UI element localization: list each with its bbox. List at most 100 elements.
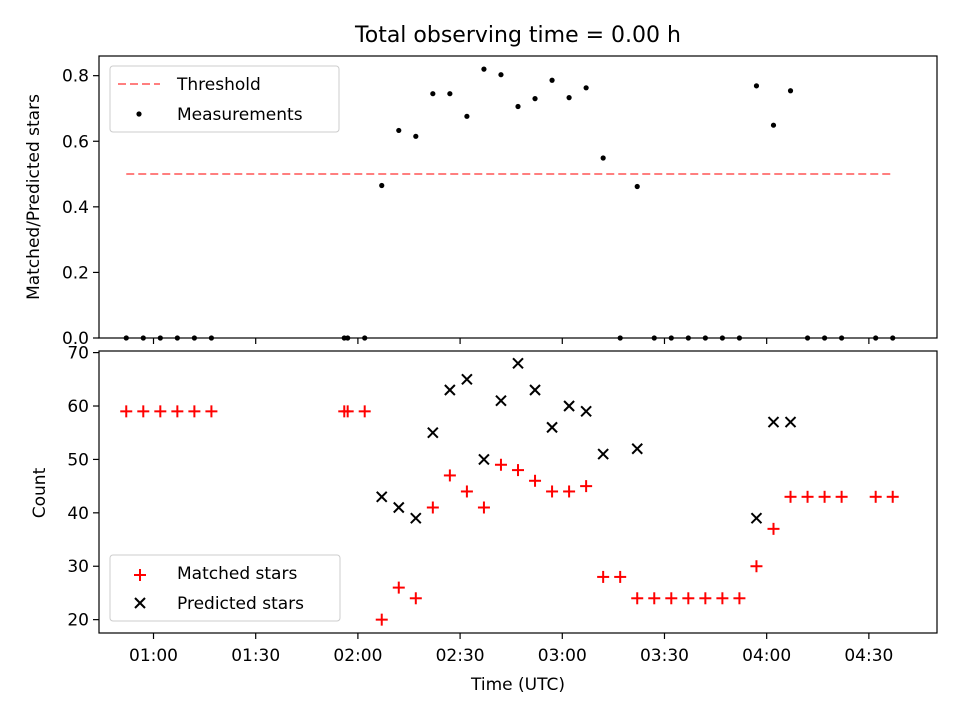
measurement-point	[549, 77, 555, 83]
legend-predicted-swatch	[134, 597, 146, 609]
predicted-stars-marker	[427, 427, 439, 439]
x-tick-label: 03:30	[640, 646, 689, 666]
count-y-tick-label: 50	[67, 450, 89, 470]
matched-stars-marker	[750, 560, 763, 573]
measurement-point	[600, 155, 606, 161]
matched-stars-marker	[699, 592, 712, 605]
matched-stars-marker	[460, 485, 473, 498]
count-plot-frame	[98, 350, 938, 634]
matched-stars-marker	[529, 474, 542, 487]
count-y-tick-label: 70	[67, 344, 89, 364]
matched-stars-marker	[614, 570, 627, 583]
measurement-point	[583, 85, 589, 91]
predicted-stars-marker	[597, 448, 609, 460]
predicted-stars-marker	[512, 357, 524, 369]
count-y-axis-label: Count	[30, 467, 50, 518]
count-y-tick-label: 60	[67, 397, 89, 417]
matched-stars-marker	[580, 480, 593, 493]
matched-stars-marker	[171, 405, 184, 418]
matched-stars-marker	[443, 469, 456, 482]
x-tick-label: 01:30	[231, 646, 280, 666]
count-y-tick-label: 40	[67, 504, 89, 524]
x-tick-label: 04:30	[844, 646, 893, 666]
matched-stars-marker	[818, 490, 831, 503]
measurement-point	[396, 127, 402, 134]
predicted-stars-marker	[444, 384, 456, 396]
matched-stars-marker	[392, 581, 405, 594]
measurement-point	[464, 113, 470, 119]
count-axes: 20 30 40 50 60 70 01:00 01:30 02:00 02:30 03:00 03:…	[67, 344, 938, 666]
matched-stars-marker	[631, 592, 644, 605]
x-tick-label: 03:00	[538, 646, 587, 666]
matched-stars-marker	[801, 490, 814, 503]
matched-stars-marker	[563, 485, 576, 498]
predicted-stars-marker	[580, 405, 592, 418]
matched-stars-marker	[120, 405, 133, 418]
x-tick-label: 02:30	[436, 646, 485, 666]
ratio-y-tick-label: 0.0	[62, 329, 89, 349]
matched-stars-marker	[375, 613, 388, 626]
measurement-point	[753, 83, 760, 89]
matched-stars-marker	[733, 592, 746, 605]
measurement-point	[379, 182, 385, 189]
chart-title: Total observing time = 0.00 h	[354, 23, 681, 48]
matched-stars-marker	[597, 570, 610, 583]
count-y-tick-label: 30	[67, 557, 89, 577]
ratio-y-tick-label: 0.2	[62, 263, 89, 283]
predicted-stars-marker	[784, 416, 797, 428]
matched-stars-marker	[784, 490, 797, 503]
legend-measurements-swatch	[136, 111, 142, 117]
predicted-stars-marker	[478, 453, 490, 466]
matched-stars-marker	[358, 405, 371, 418]
legend-matched-swatch	[134, 569, 146, 581]
predicted-stars-marker	[393, 501, 405, 514]
measurement-point	[515, 103, 521, 110]
x-axis-label: Time (UTC)	[470, 675, 565, 695]
predicted-stars-marker	[750, 512, 763, 524]
ratio-y-tick-label: 0.6	[62, 132, 89, 152]
matched-stars-marker	[546, 485, 559, 498]
matched-stars-marker	[716, 592, 729, 605]
measurement-point	[532, 96, 538, 102]
x-tick-label: 02:00	[333, 646, 382, 666]
matched-stars-marker	[869, 490, 882, 503]
matched-stars-marker	[494, 458, 507, 471]
ratio-legend: Threshold Measurements	[109, 65, 340, 133]
matched-stars-marker	[512, 464, 524, 477]
legend-threshold-label: Threshold	[176, 75, 261, 95]
matched-stars-marker	[886, 490, 899, 503]
predicted-stars-marker	[546, 421, 558, 434]
predicted-stars-marker	[410, 512, 422, 524]
ratio-y-tick-label: 0.4	[62, 198, 89, 218]
matched-stars-marker	[477, 501, 490, 514]
matched-stars-marker	[835, 490, 848, 503]
measurement-point	[634, 183, 640, 190]
legend-matched-label: Matched stars	[177, 564, 297, 584]
x-tick-label: 01:00	[129, 646, 178, 666]
predicted-stars-marker	[767, 416, 780, 428]
measurement-point	[413, 133, 419, 139]
measurement-point	[566, 95, 572, 101]
x-tick-label: 04:00	[742, 646, 791, 666]
predicted-stars-marker	[376, 491, 388, 503]
ratio-y-axis-label: Matched/Predicted stars	[24, 94, 44, 300]
matched-stars-marker	[154, 405, 167, 418]
predicted-stars-marker	[461, 373, 473, 386]
count-legend: Matched stars Predicted stars	[109, 554, 341, 622]
legend-predicted-label: Predicted stars	[177, 594, 304, 614]
matched-stars-marker	[409, 592, 422, 605]
measurement-markers	[123, 66, 896, 341]
legend-measurements-label: Measurements	[177, 105, 303, 125]
matched-stars-marker	[665, 592, 678, 605]
measurement-point	[430, 91, 436, 97]
measurement-point	[787, 88, 794, 94]
matched-stars-marker	[682, 592, 695, 605]
measurement-point	[447, 91, 453, 97]
predicted-stars-marker	[529, 384, 541, 396]
ratio-plot: 0.00.20.40.60.8 Matched/Predicted stars …	[24, 55, 938, 349]
matched-stars-marker	[648, 592, 661, 605]
measurement-point	[481, 66, 487, 72]
predicted-stars-marker	[495, 394, 507, 407]
count-markers	[120, 357, 899, 626]
